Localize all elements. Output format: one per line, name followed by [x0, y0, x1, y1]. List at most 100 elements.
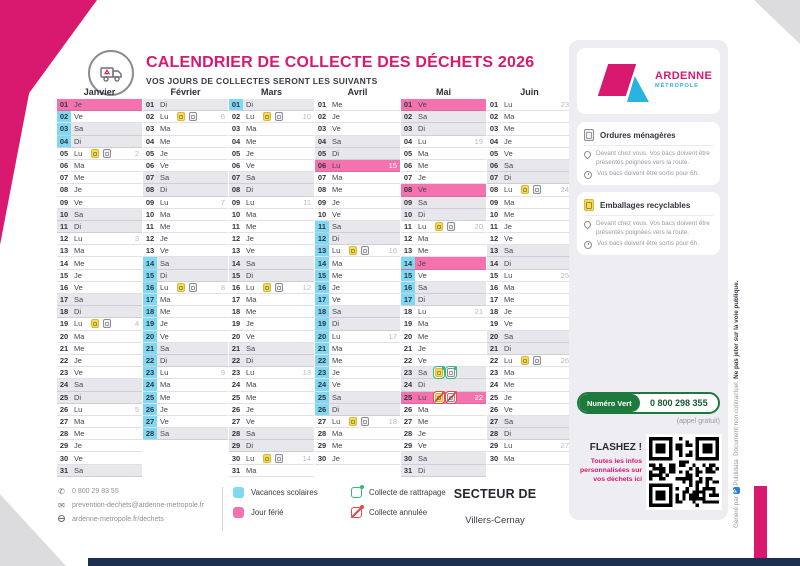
weekday-abbrev: Lu — [332, 246, 341, 256]
weekday-abbrev: Lu — [246, 197, 255, 207]
weekday-abbrev: Ma — [160, 295, 171, 305]
day-number: 05 — [317, 148, 327, 158]
month-title: Janvier — [83, 87, 116, 97]
day-row: 04 Me — [229, 135, 314, 148]
day-number: 03 — [489, 124, 499, 134]
day-row: 21 Je — [401, 342, 486, 355]
week-number: 23 — [560, 100, 569, 110]
weekday-abbrev: Sa — [246, 429, 256, 439]
cancelled-collection-icons — [435, 390, 457, 402]
day-row: 02 Lu 10 — [229, 111, 314, 124]
day-number: 25 — [231, 392, 241, 402]
catchup-collection-icons — [435, 366, 457, 378]
day-number: 06 — [403, 161, 413, 171]
weekday-abbrev: Ve — [160, 331, 169, 341]
day-number: 04 — [489, 136, 499, 146]
day-row: 24 Ma — [143, 379, 228, 392]
weekday-abbrev: Me — [504, 209, 515, 219]
day-number: 11 — [404, 221, 412, 231]
day-number: 11 — [232, 221, 240, 231]
day-number: 14 — [401, 257, 415, 269]
collection-icons — [263, 453, 283, 463]
weekday-abbrev: Di — [74, 392, 82, 402]
day-number: 23 — [231, 368, 241, 378]
day-row: 21 Sa — [229, 342, 314, 355]
collection-icons — [349, 416, 369, 426]
day-row: 12 Ve — [487, 233, 572, 246]
yellow-bin-icon — [435, 366, 445, 378]
day-number: 21 — [59, 343, 69, 353]
day-row: 21 Me — [57, 342, 142, 355]
day-number: 05 — [145, 148, 155, 158]
day-row: 18 Sa — [315, 306, 400, 319]
gray-bin-icon — [103, 148, 111, 158]
weekday-abbrev: Me — [332, 270, 343, 280]
day-number: 06 — [489, 161, 499, 171]
day-row: 08 Me — [315, 184, 400, 197]
month-column: Avril 01 Me 02 Je 03 Ve 04 Sa 05 Di 06 Lu 15 07 Ma 08 Me 0… — [315, 86, 400, 477]
day-number: 10 — [231, 209, 241, 219]
weekday-abbrev: Ma — [418, 234, 429, 244]
day-row: 31 Sa — [57, 464, 142, 477]
weekday-abbrev: Di — [504, 258, 512, 268]
day-number: 14 — [489, 258, 499, 268]
day-row: 09 Je — [315, 196, 400, 209]
day-number: 17 — [315, 294, 329, 306]
day-row: 02 Sa — [401, 111, 486, 124]
yellow-bin-icon — [521, 356, 529, 366]
weekday-abbrev: Ma — [160, 209, 171, 219]
weekday-abbrev: Sa — [418, 282, 428, 292]
yellow-bin-icon — [177, 282, 185, 292]
weekday-abbrev: Di — [332, 148, 340, 158]
day-row: 20 Lu 17 — [315, 330, 400, 343]
day-number: 19 — [231, 319, 241, 329]
day-number: 17 — [143, 294, 157, 306]
day-number: 26 — [143, 403, 157, 415]
day-number: 19 — [143, 318, 157, 330]
gray-bin-icon — [275, 282, 283, 292]
day-number: 31 — [231, 465, 241, 475]
weekday-abbrev: Sa — [332, 221, 342, 231]
day-row: 18 Me — [143, 306, 228, 319]
day-number: 29 — [403, 441, 413, 451]
yellow-bin-icon — [349, 246, 357, 256]
day-row: 30 Ve — [57, 452, 142, 465]
gray-bin-icon — [447, 390, 457, 402]
day-row: 14 Di — [487, 257, 572, 270]
weekday-abbrev: Di — [246, 100, 254, 110]
day-number: 27 — [317, 416, 327, 426]
day-number: 01 — [403, 100, 413, 110]
day-number: 02 — [489, 112, 499, 122]
weekday-abbrev: Ve — [246, 161, 255, 171]
weekday-abbrev: Lu — [246, 282, 255, 292]
weekday-abbrev: Di — [74, 136, 82, 146]
day-row: 17 Ve — [315, 294, 400, 307]
day-number: 09 — [403, 197, 413, 207]
weekday-abbrev: Sa — [418, 453, 428, 463]
weekday-abbrev: Sa — [332, 307, 342, 317]
weekday-abbrev: Je — [246, 148, 254, 158]
day-number: 25 — [403, 392, 413, 402]
day-row: 20 Ve — [143, 330, 228, 343]
weekday-abbrev: Di — [418, 465, 426, 475]
weekday-abbrev: Me — [332, 441, 343, 451]
weekday-abbrev: Sa — [246, 343, 256, 353]
day-row: 05 Je — [143, 147, 228, 160]
day-row: 25 Me — [143, 391, 228, 404]
weekday-abbrev: Di — [160, 356, 168, 366]
day-number: 16 — [489, 282, 499, 292]
day-row: 19 Ma — [401, 318, 486, 331]
weekday-abbrev: Ma — [418, 404, 429, 414]
collection-icons — [349, 246, 369, 256]
weekday-abbrev: Me — [74, 343, 85, 353]
day-number: 27 — [143, 415, 157, 428]
weekday-abbrev: Lu — [504, 270, 513, 280]
weekday-abbrev: Ma — [246, 465, 257, 475]
weekday-abbrev: Sa — [418, 112, 428, 122]
day-row: 26 Je — [143, 403, 228, 416]
day-number: 19 — [489, 319, 499, 329]
day-row: 09 Ve — [57, 196, 142, 209]
qr-code — [646, 434, 722, 510]
week-number: 26 — [560, 356, 569, 366]
